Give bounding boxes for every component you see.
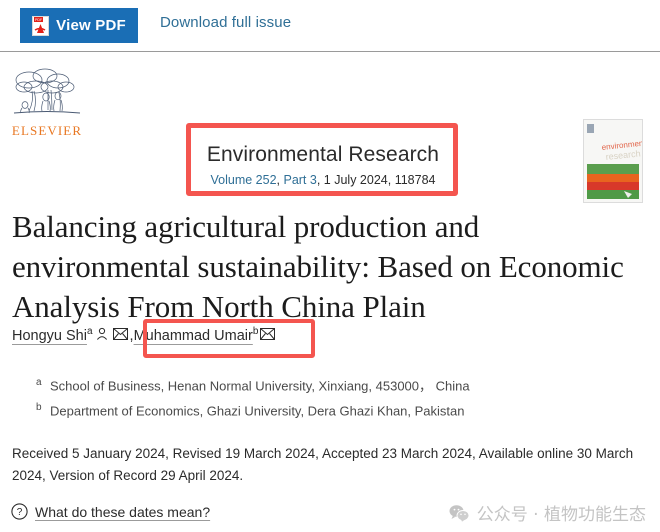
email-icon[interactable] bbox=[260, 328, 276, 344]
affiliation-text-a: School of Business, Henan Normal Univers… bbox=[50, 378, 470, 394]
download-full-issue-link[interactable]: Download full issue bbox=[160, 14, 292, 31]
article-dates: Received 5 January 2024, Revised 19 Marc… bbox=[12, 446, 634, 483]
journal-volume-link[interactable]: Volume 252 bbox=[210, 173, 277, 187]
elsevier-logo[interactable]: ELSEVIER bbox=[8, 67, 86, 147]
wechat-icon bbox=[449, 504, 470, 522]
article-title: Balancing agricultural production and en… bbox=[12, 208, 624, 324]
affiliation-text-b: Department of Economics, Ghazi Universit… bbox=[50, 403, 465, 419]
affiliation-marker-a: a bbox=[36, 377, 42, 388]
affiliation-marker-b: b bbox=[36, 402, 42, 414]
meta-sep-1: , bbox=[276, 173, 284, 187]
top-toolbar: PDF View PDF Download full issue bbox=[0, 0, 660, 51]
journal-title-highlight-box bbox=[186, 123, 458, 196]
author-list: Hongyu Shia ,Muhammad Umairb bbox=[12, 326, 652, 345]
journal-date: 1 July 2024 bbox=[323, 173, 388, 187]
author-profile-icon[interactable] bbox=[95, 327, 109, 345]
author-separator: , bbox=[129, 327, 134, 344]
pdf-file-icon: PDF bbox=[32, 15, 50, 36]
author-affiliation-marker-b: b bbox=[252, 326, 259, 337]
meta-sep-2: , bbox=[316, 173, 324, 187]
journal-cover-thumbnail[interactable]: environmental research bbox=[583, 119, 643, 203]
author-name-hongyu-shi[interactable]: Hongyu Shi bbox=[12, 327, 87, 344]
view-pdf-button[interactable]: PDF View PDF bbox=[20, 8, 138, 43]
question-circle-icon: ? bbox=[11, 503, 28, 520]
elsevier-tree-logo-icon bbox=[12, 67, 82, 123]
view-pdf-label: View PDF bbox=[56, 17, 126, 34]
affiliation-list: a School of Business, Henan Normal Univer… bbox=[36, 373, 636, 424]
journal-part-link[interactable]: Part 3 bbox=[283, 173, 317, 187]
author-name-muhammad-umair[interactable]: Muhammad Umair bbox=[133, 327, 253, 344]
email-icon[interactable] bbox=[112, 328, 128, 344]
svg-text:research: research bbox=[605, 148, 641, 162]
journal-article-number: 118784 bbox=[394, 173, 436, 187]
svg-text:?: ? bbox=[17, 507, 23, 518]
svg-text:environmental: environmental bbox=[601, 138, 642, 152]
journal-issue-meta: Volume 252, Part 3, 1 July 2024, 118784 bbox=[193, 173, 453, 187]
meta-sep-3: , bbox=[387, 173, 395, 187]
journal-header: ELSEVIER Environmental Research Volume 2… bbox=[0, 55, 660, 203]
toolbar-divider bbox=[0, 51, 660, 52]
author-entry-1: Muhammad Umairb bbox=[133, 326, 278, 344]
dates-help-link[interactable]: ? What do these dates mean? bbox=[11, 503, 210, 520]
elsevier-wordmark: ELSEVIER bbox=[11, 123, 83, 138]
author-affiliation-marker-a: a bbox=[86, 326, 93, 337]
wechat-watermark: 公众号 · 植物功能生态 bbox=[449, 500, 646, 525]
svg-text:PDF: PDF bbox=[35, 18, 43, 22]
watermark-text: 公众号 · 植物功能生态 bbox=[476, 505, 646, 525]
author-entry-0: Hongyu Shia, bbox=[12, 326, 134, 345]
affiliation-row: b Department of Economics, Ghazi Universi… bbox=[36, 398, 636, 420]
affiliation-row: a School of Business, Henan Normal Univer… bbox=[36, 373, 636, 395]
dates-help-label: What do these dates mean? bbox=[35, 503, 211, 520]
journal-title[interactable]: Environmental Research bbox=[206, 143, 440, 166]
